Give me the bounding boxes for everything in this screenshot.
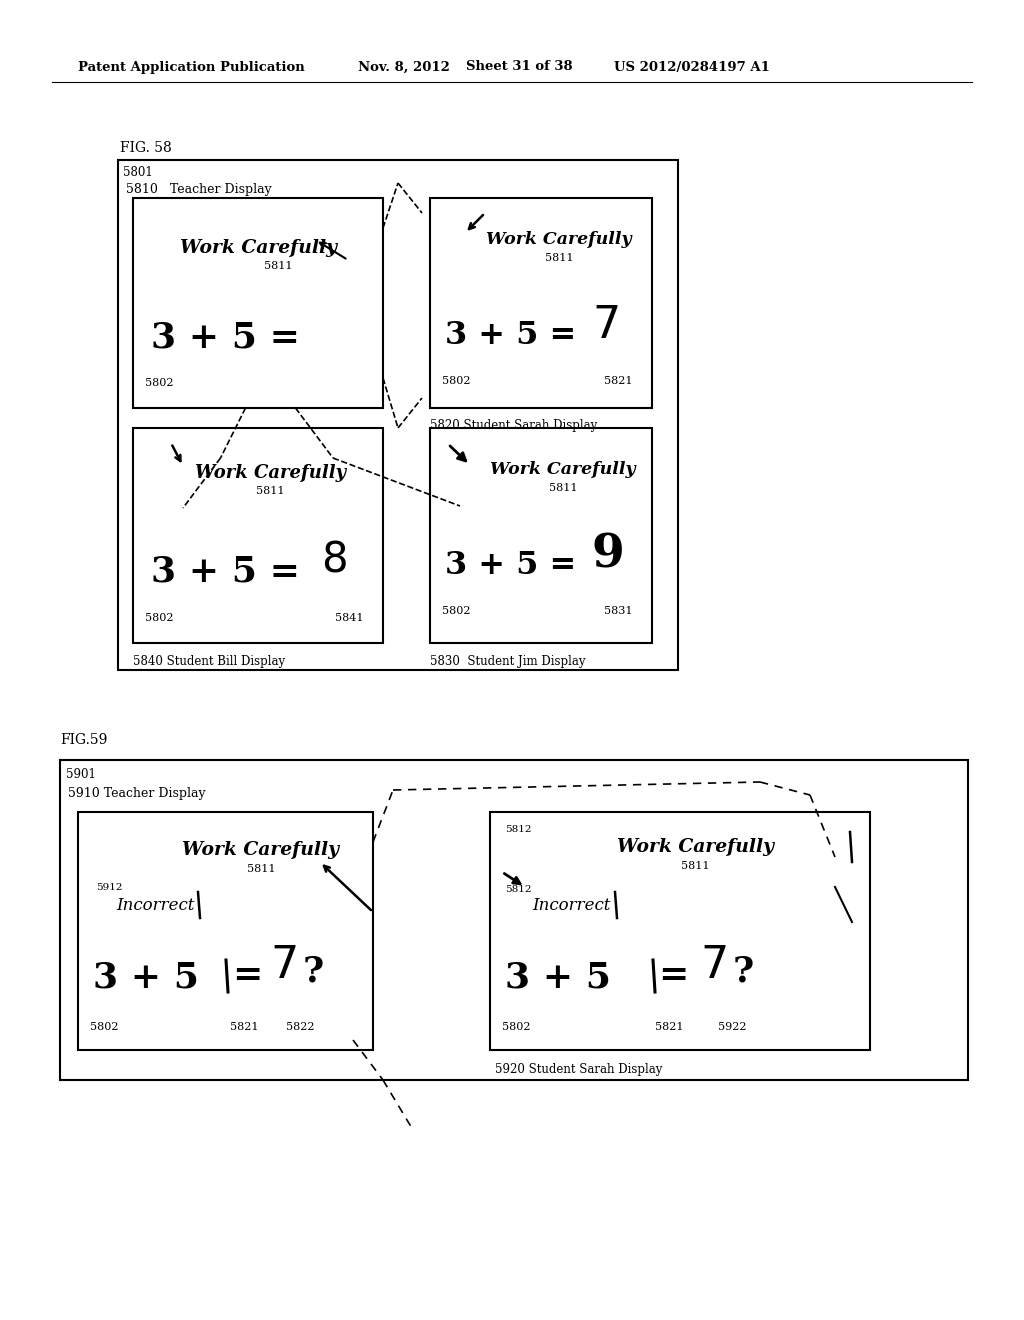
Text: =: = [658,958,688,993]
Text: $\mathit{7}$: $\mathit{7}$ [592,305,618,347]
Text: 5820 Student Sarah Display: 5820 Student Sarah Display [430,420,597,433]
Text: 5802: 5802 [145,378,173,388]
Text: 5811: 5811 [264,261,292,271]
Text: 3 + 5: 3 + 5 [93,960,199,994]
Text: 5811: 5811 [247,865,275,874]
Text: Work Carefully: Work Carefully [182,841,339,859]
Text: Incorrect: Incorrect [116,896,195,913]
Text: $\mathit{8}$: $\mathit{8}$ [321,539,347,581]
Text: 3 + 5 =: 3 + 5 = [151,554,300,587]
Text: 5811: 5811 [681,861,710,871]
Text: Sheet 31 of 38: Sheet 31 of 38 [466,61,572,74]
Text: 5821: 5821 [655,1022,683,1032]
Text: Nov. 8, 2012: Nov. 8, 2012 [358,61,450,74]
Text: 5822: 5822 [286,1022,314,1032]
Text: =: = [232,958,262,993]
Text: ?: ? [733,954,755,989]
Text: Work Carefully: Work Carefully [486,231,632,248]
Text: 5922: 5922 [718,1022,746,1032]
Text: $\mathit{7}$: $\mathit{7}$ [700,944,726,986]
Text: 5920 Student Sarah Display: 5920 Student Sarah Display [495,1064,663,1077]
Text: Work Carefully: Work Carefully [616,838,774,855]
Text: 5901: 5901 [66,768,96,781]
Bar [430,428,652,643]
Text: 5830  Student Jim Display: 5830 Student Jim Display [430,655,586,668]
Text: 5802: 5802 [442,606,470,616]
Bar [490,812,870,1049]
Bar [60,760,968,1080]
Text: 5841: 5841 [335,612,364,623]
Text: Incorrect: Incorrect [532,896,610,913]
Bar [78,812,373,1049]
Text: 5910 Teacher Display: 5910 Teacher Display [68,787,206,800]
Text: 3 + 5 =: 3 + 5 = [445,550,577,582]
Text: FIG. 58: FIG. 58 [120,141,172,154]
Bar [118,160,678,671]
Text: 5802: 5802 [442,376,470,385]
Text: $\mathit{7}$: $\mathit{7}$ [270,944,297,986]
Text: 5801: 5801 [123,166,153,180]
Text: 9: 9 [592,531,625,577]
Text: 3 + 5: 3 + 5 [505,960,611,994]
Text: 5810   Teacher Display: 5810 Teacher Display [126,183,271,197]
Text: 5811: 5811 [545,253,573,263]
Bar [133,428,383,643]
Text: Work Carefully: Work Carefully [179,239,337,257]
Bar [430,198,652,408]
Text: 3 + 5 =: 3 + 5 = [151,321,300,355]
Text: 5802: 5802 [502,1022,530,1032]
Text: FIG.59: FIG.59 [60,733,108,747]
Text: 5840 Student Bill Display: 5840 Student Bill Display [133,655,285,668]
Text: Work Carefully: Work Carefully [490,462,636,479]
Text: Work Carefully: Work Carefully [195,465,346,482]
Text: 5812: 5812 [505,825,531,834]
Text: 5802: 5802 [90,1022,119,1032]
Text: 5802: 5802 [145,612,173,623]
Text: 5812: 5812 [505,886,531,895]
Text: 5912: 5912 [96,883,123,891]
Bar [133,198,383,408]
Text: US 2012/0284197 A1: US 2012/0284197 A1 [614,61,770,74]
Text: 5821: 5821 [230,1022,258,1032]
Text: ?: ? [303,954,325,989]
Text: 5831: 5831 [604,606,633,616]
Text: 5811: 5811 [256,486,285,496]
Text: 3 + 5 =: 3 + 5 = [445,321,577,351]
Text: 5811: 5811 [549,483,578,492]
Text: Patent Application Publication: Patent Application Publication [78,61,305,74]
Text: 5821: 5821 [604,376,633,385]
